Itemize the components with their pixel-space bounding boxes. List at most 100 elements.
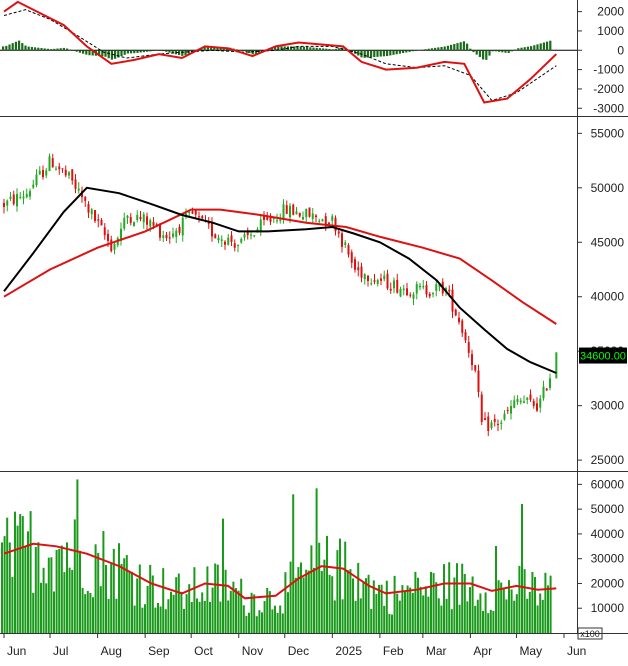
volume-bar xyxy=(29,511,32,633)
macd-histogram-bar xyxy=(430,48,433,51)
price-y-tick-label: 50000 xyxy=(591,181,625,195)
candle-body xyxy=(428,293,431,297)
volume-bar xyxy=(424,586,427,633)
candle-body xyxy=(243,234,246,238)
candle-body xyxy=(6,200,9,206)
candle-body xyxy=(506,409,509,411)
volume-bar xyxy=(523,569,526,633)
candle-body xyxy=(68,172,70,176)
volume-bar xyxy=(227,600,230,633)
macd-histogram-bar xyxy=(24,45,27,51)
macd-histogram-bar xyxy=(373,50,376,58)
macd-histogram-bar xyxy=(507,50,510,53)
volume-bar xyxy=(112,548,115,633)
macd-histogram-bar xyxy=(475,50,478,55)
volume-bar xyxy=(466,601,469,633)
macd-histogram-bar xyxy=(299,46,302,51)
volume-bar xyxy=(102,531,105,633)
macd-histogram-bar xyxy=(242,50,245,51)
volume-bar xyxy=(323,559,326,633)
volume-bar xyxy=(172,594,175,633)
candle-body xyxy=(103,227,106,236)
candle-body xyxy=(74,179,77,189)
volume-bar xyxy=(541,599,544,633)
volume-bar xyxy=(84,594,87,633)
candle-body xyxy=(380,278,382,281)
candle-body xyxy=(458,317,460,323)
macd-y-tick-label: 2000 xyxy=(597,5,624,19)
candle-body xyxy=(172,233,174,237)
candle-body xyxy=(230,235,233,242)
macd-histogram-bar xyxy=(216,47,219,51)
volume-bar xyxy=(344,541,347,633)
candle-body xyxy=(32,184,35,188)
macd-histogram-bar xyxy=(357,50,360,56)
macd-histogram-bar xyxy=(69,49,72,51)
macd-histogram-bar xyxy=(398,50,401,54)
volume-bar xyxy=(250,592,253,633)
volume-bar xyxy=(235,588,237,633)
x-tick-label: Mar xyxy=(426,644,447,658)
volume-bar xyxy=(528,591,531,633)
candle-body xyxy=(133,222,135,226)
candle-body xyxy=(253,235,256,237)
candle-body xyxy=(367,275,369,282)
volume-bar xyxy=(196,598,198,633)
macd-histogram-bar xyxy=(402,50,405,54)
volume-bar xyxy=(362,581,365,633)
volume-bar xyxy=(177,573,180,633)
candle-body xyxy=(354,259,356,270)
candle-body xyxy=(159,223,161,238)
volume-bar xyxy=(42,567,45,633)
volume-bar xyxy=(547,585,549,633)
candle-body xyxy=(454,309,457,316)
price-y-tick-label: 40000 xyxy=(591,290,625,304)
volume-bar xyxy=(146,586,149,633)
volume-y-tick-label: 40000 xyxy=(591,527,625,541)
volume-bar xyxy=(456,563,458,633)
volume-bar xyxy=(115,598,118,633)
macd-histogram-bar xyxy=(546,41,549,51)
candle-body xyxy=(321,219,324,222)
candle-body xyxy=(217,237,220,241)
macd-histogram-bar xyxy=(450,44,453,51)
candle-body xyxy=(523,401,525,403)
candle-body xyxy=(120,228,122,241)
volume-bar xyxy=(339,538,341,633)
volume-bar xyxy=(209,601,211,633)
volume-bar xyxy=(107,598,110,633)
volume-bar xyxy=(206,566,209,633)
candle-body xyxy=(467,342,470,353)
candle-body xyxy=(500,422,503,424)
volume-bar xyxy=(453,577,456,633)
candle-body xyxy=(519,400,522,403)
macd-histogram-bar xyxy=(488,50,491,56)
candle-body xyxy=(282,204,285,219)
candle-body xyxy=(220,239,223,242)
macd-histogram-bar xyxy=(456,43,459,51)
macd-histogram-bar xyxy=(379,50,382,57)
macd-histogram-bar xyxy=(251,50,254,55)
price-y-tick-label: 30000 xyxy=(591,399,625,413)
macd-y-tick-label: 1000 xyxy=(597,24,624,38)
macd-histogram-bar xyxy=(277,46,280,51)
macd-histogram-bar xyxy=(408,50,411,52)
candle-body xyxy=(181,217,184,236)
candle-body xyxy=(38,170,41,175)
volume-bar xyxy=(79,550,81,633)
macd-histogram-bar xyxy=(328,48,331,51)
volume-bar xyxy=(203,600,206,633)
candle-body xyxy=(58,166,61,170)
candle-body xyxy=(16,193,18,207)
macd-histogram-bar xyxy=(501,50,504,53)
volume-bar xyxy=(92,597,94,633)
volume-bar xyxy=(164,609,167,633)
macd-histogram-bar xyxy=(219,47,222,51)
macd-histogram-bar xyxy=(424,49,427,51)
candle-body xyxy=(311,213,314,220)
macd-histogram-bar xyxy=(389,50,392,56)
candle-body xyxy=(445,287,447,291)
volume-bar xyxy=(229,590,232,633)
macd-histogram-bar xyxy=(363,50,366,58)
candle-body xyxy=(42,169,44,178)
